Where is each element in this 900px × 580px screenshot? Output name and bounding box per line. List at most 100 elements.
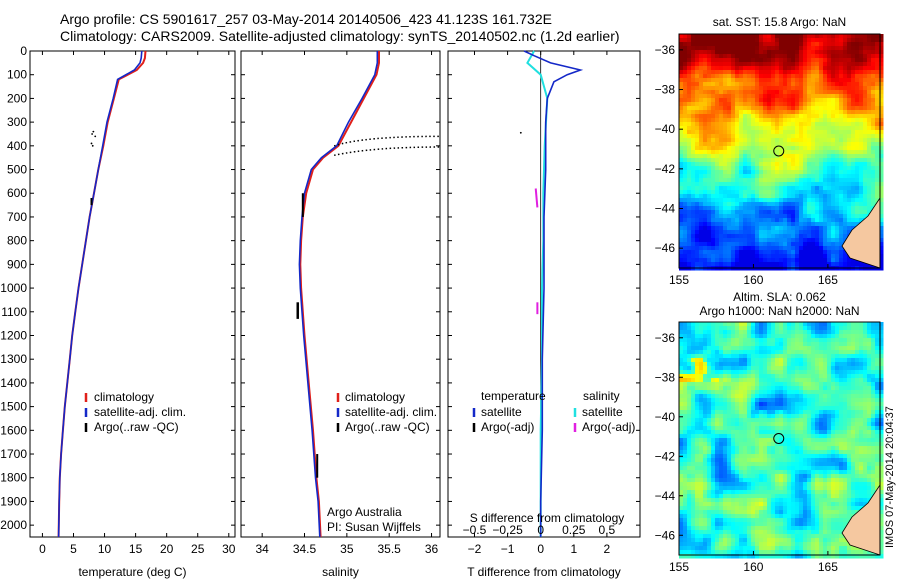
- map-cell: [747, 166, 752, 171]
- map-cell: [871, 114, 876, 119]
- map-cell: [795, 46, 800, 51]
- map-cell: [791, 98, 796, 103]
- map-cell: [803, 166, 808, 171]
- map-cell: [723, 326, 728, 331]
- map-cell: [691, 238, 696, 243]
- map-cell: [867, 366, 872, 371]
- map-cell: [831, 242, 836, 247]
- map-cell: [827, 166, 832, 171]
- map-cell: [787, 202, 792, 207]
- map-cell: [811, 166, 816, 171]
- map-cell: [835, 374, 840, 379]
- map-cell: [835, 362, 840, 367]
- map-cell: [743, 230, 748, 235]
- map-cell: [795, 86, 800, 91]
- map-cell: [879, 74, 884, 79]
- map-cell: [855, 122, 860, 127]
- map-cell: [855, 198, 860, 203]
- map-cell: [779, 198, 784, 203]
- map-cell: [695, 342, 700, 347]
- map-cell: [839, 218, 844, 223]
- map-cell: [727, 418, 732, 423]
- map-cell: [879, 38, 884, 43]
- map-cell: [751, 130, 756, 135]
- map-cell: [803, 450, 808, 455]
- map-cell: [679, 66, 684, 71]
- map-cell: [871, 410, 876, 415]
- map-cell: [755, 354, 760, 359]
- map-cell: [831, 214, 836, 219]
- map-cell: [839, 322, 844, 327]
- map-cell: [691, 174, 696, 179]
- map-cell: [863, 146, 868, 151]
- map-cell: [779, 114, 784, 119]
- map-cell: [739, 262, 744, 267]
- map-cell: [703, 426, 708, 431]
- map-cell: [795, 394, 800, 399]
- map-cell: [679, 114, 684, 119]
- map-cell: [879, 258, 884, 263]
- map-cell: [703, 258, 708, 263]
- map-cell: [875, 174, 880, 179]
- map-cell: [815, 162, 820, 167]
- map-cell: [695, 430, 700, 435]
- map-cell: [703, 354, 708, 359]
- map-cell: [807, 158, 812, 163]
- map-cell: [763, 126, 768, 131]
- map-cell: [763, 354, 768, 359]
- map-cell: [791, 426, 796, 431]
- map-cell: [731, 154, 736, 159]
- map-cell: [843, 398, 848, 403]
- map-cell: [807, 130, 812, 135]
- map-cell: [683, 334, 688, 339]
- map-cell: [867, 430, 872, 435]
- map-cell: [851, 214, 856, 219]
- map-cell: [827, 86, 832, 91]
- map-cell: [791, 106, 796, 111]
- map-cell: [731, 234, 736, 239]
- map-cell: [747, 226, 752, 231]
- map-cell: [703, 154, 708, 159]
- map-cell: [711, 54, 716, 59]
- map-cell: [735, 198, 740, 203]
- map-cell: [707, 358, 712, 363]
- map-cell: [803, 358, 808, 363]
- map-cell: [879, 42, 884, 47]
- map-cell: [819, 254, 824, 259]
- map-cell: [767, 330, 772, 335]
- map-cell: [775, 170, 780, 175]
- map-cell: [739, 118, 744, 123]
- map-cell: [727, 422, 732, 427]
- map-cell: [819, 202, 824, 207]
- map-cell: [703, 178, 708, 183]
- map-cell: [811, 74, 816, 79]
- map-cell: [771, 322, 776, 327]
- map-cell: [739, 454, 744, 459]
- map-cell: [699, 70, 704, 75]
- map-cell: [687, 86, 692, 91]
- map-cell: [747, 154, 752, 159]
- map-cell: [719, 94, 724, 99]
- map-cell: [839, 102, 844, 107]
- map-cell: [791, 366, 796, 371]
- map-cell: [823, 98, 828, 103]
- map-cell: [835, 390, 840, 395]
- map-cell: [735, 34, 740, 39]
- map-cell: [727, 242, 732, 247]
- map-cell: [731, 222, 736, 227]
- map-cell: [799, 138, 804, 143]
- map-cell: [775, 90, 780, 95]
- map-cell: [695, 90, 700, 95]
- map-cell: [775, 118, 780, 123]
- map-cell: [763, 166, 768, 171]
- map-cell: [879, 154, 884, 159]
- map-cell: [719, 322, 724, 327]
- map-cell: [695, 438, 700, 443]
- map-cell: [715, 390, 720, 395]
- map-cell: [867, 150, 872, 155]
- map-cell: [855, 422, 860, 427]
- map-cell: [763, 134, 768, 139]
- map-cell: [707, 146, 712, 151]
- map-cell: [739, 146, 744, 151]
- map-cell: [699, 174, 704, 179]
